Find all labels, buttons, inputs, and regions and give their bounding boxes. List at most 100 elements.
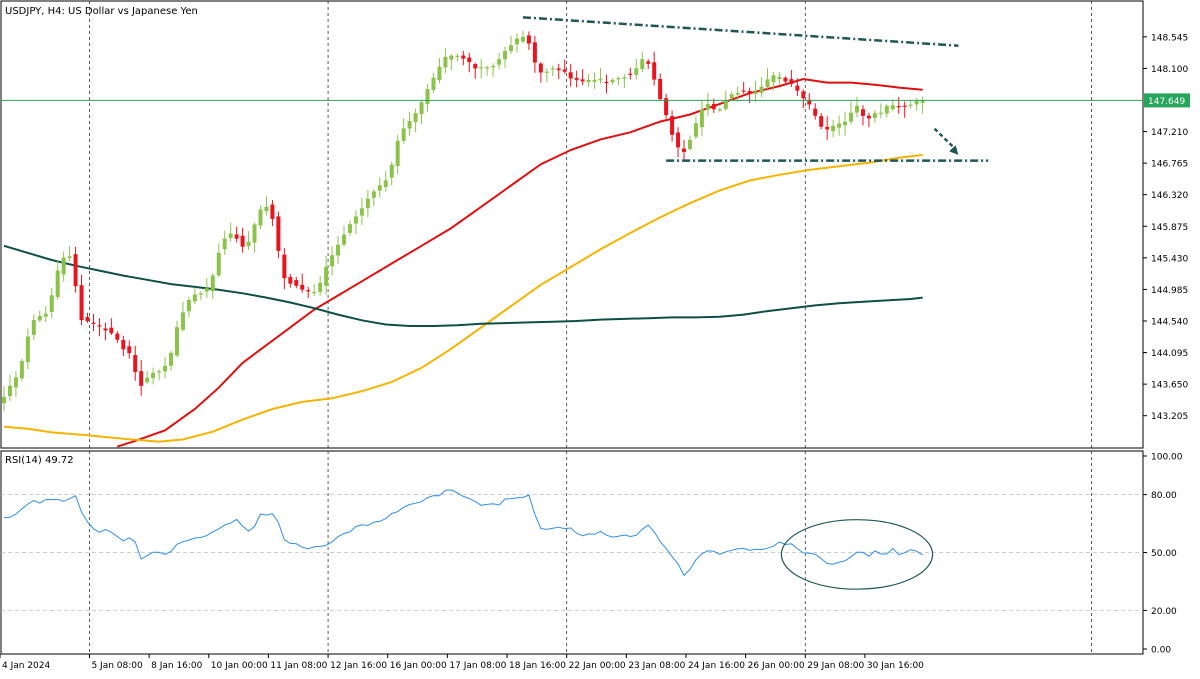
candle-149: [890, 99, 895, 112]
candle-154: [920, 96, 925, 114]
candle-body-84: [503, 50, 508, 60]
candle-151: [902, 101, 907, 118]
candle-body-135: [807, 99, 812, 105]
candle-body-57: [342, 234, 347, 245]
candle-body-117: [699, 109, 704, 128]
candle-body-134: [801, 91, 806, 99]
current-price-tag-label: 147.649: [1148, 97, 1185, 107]
candle-body-12: [73, 254, 78, 287]
candle-body-102: [610, 79, 615, 83]
candle-0: [2, 385, 6, 412]
candle-44: [264, 196, 269, 216]
candle-10: [61, 251, 66, 282]
candle-124: [741, 81, 746, 94]
candle-23: [139, 359, 144, 396]
candle-19: [115, 331, 120, 343]
candle-12: [73, 246, 78, 293]
candle-body-76: [455, 55, 460, 57]
candle-24: [145, 370, 150, 385]
candle-88: [526, 31, 531, 51]
candle-body-34: [204, 288, 209, 292]
price-tick-label-0: 148.545: [1151, 33, 1188, 43]
candle-body-125: [747, 91, 752, 94]
candle-body-115: [687, 139, 692, 149]
candle-40: [240, 227, 245, 253]
candle-104: [622, 74, 627, 88]
candle-body-137: [819, 116, 824, 127]
period-separators: [89, 1, 1092, 654]
rsi-tick-label-4: 0.00: [1151, 646, 1171, 656]
candle-body-10: [61, 257, 66, 275]
candle-body-11: [67, 256, 72, 258]
candle-body-109: [652, 62, 657, 80]
candle-63: [377, 177, 382, 198]
candle-body-96: [574, 77, 579, 80]
candle-69: [413, 108, 418, 133]
rsi-tick-label-2: 50.00: [1151, 549, 1177, 559]
candle-74: [443, 48, 448, 74]
candle-152: [908, 99, 913, 109]
candle-114: [682, 139, 687, 161]
candle-97: [580, 69, 585, 86]
candle-body-91: [544, 71, 549, 73]
candle-body-50: [300, 284, 305, 290]
candle-body-107: [640, 59, 645, 70]
candle-43: [258, 205, 263, 230]
candle-83: [497, 53, 502, 70]
candle-body-93: [556, 68, 561, 71]
candle-138: [825, 116, 830, 140]
candle-73: [437, 57, 442, 84]
candle-body-74: [443, 56, 448, 68]
candle-body-133: [795, 85, 800, 91]
rsi-series: [3, 489, 934, 590]
candle-52: [312, 284, 317, 296]
candle-68: [407, 111, 412, 137]
candle-body-116: [693, 123, 698, 137]
candle-4: [25, 328, 30, 370]
candle-body-147: [878, 112, 883, 114]
candle-137: [819, 113, 824, 130]
candle-60: [359, 197, 364, 226]
candle-38: [228, 222, 233, 242]
candle-body-124: [741, 90, 746, 92]
candle-body-106: [634, 68, 639, 75]
candle-body-154: [920, 100, 925, 103]
candle-107: [640, 51, 645, 72]
time-tick-label-5: 12 Jan 16:00: [330, 661, 387, 671]
rsi-level-lines: [1, 494, 1143, 611]
time-tick-label-8: 18 Jan 16:00: [509, 661, 566, 671]
rsi-tick-label-1: 80.00: [1151, 491, 1177, 501]
candle-body-122: [729, 94, 734, 99]
candle-body-1: [7, 385, 12, 397]
candle-145: [866, 112, 871, 128]
candle-body-146: [872, 113, 877, 118]
candle-body-60: [359, 208, 364, 216]
candle-body-29: [174, 327, 179, 356]
upper-trendline: [522, 16, 959, 47]
candle-body-83: [497, 59, 502, 65]
candle-54: [324, 255, 329, 295]
analysis-annotations: [522, 16, 989, 162]
candle-65: [389, 161, 394, 186]
candle-84: [503, 46, 508, 68]
candle-body-31: [186, 300, 191, 312]
candle-body-148: [884, 105, 889, 114]
candle-body-104: [622, 77, 627, 79]
candle-130: [777, 72, 782, 85]
candle-71: [425, 83, 430, 112]
candle-body-112: [670, 116, 675, 135]
candle-body-100: [598, 79, 603, 81]
candle-27: [163, 357, 168, 379]
price-tick-label-10: 143.650: [1151, 381, 1188, 391]
time-tick-label-6: 16 Jan 00:00: [390, 661, 447, 671]
candle-body-120: [717, 109, 722, 111]
candle-body-126: [753, 91, 758, 94]
candle-body-153: [914, 101, 919, 105]
candle-55: [330, 246, 335, 276]
candle-body-47: [282, 254, 287, 279]
candle-body-67: [401, 128, 406, 141]
candle-120: [717, 107, 722, 113]
